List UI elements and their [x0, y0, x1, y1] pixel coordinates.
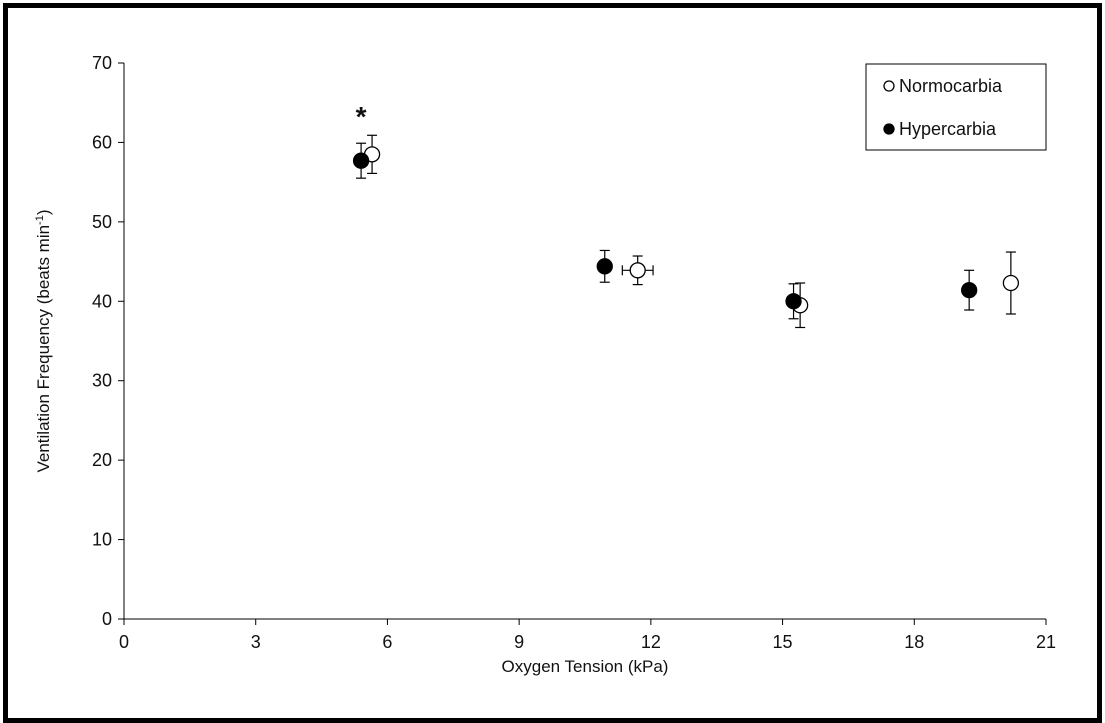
legend-entry-hypercarbia: Hypercarbia	[899, 119, 997, 139]
x-tick-label: 3	[251, 632, 261, 652]
data-point-filled	[962, 283, 977, 298]
y-tick-label: 20	[92, 450, 112, 470]
y-axis-label-superscript: -1	[34, 215, 46, 225]
y-tick-label: 50	[92, 212, 112, 232]
x-tick-label: 21	[1036, 632, 1056, 652]
legend-entry-normocarbia: Normocarbia	[899, 76, 1003, 96]
data-point-open	[630, 263, 645, 278]
series-hypercarbia	[354, 143, 977, 319]
y-tick-label: 60	[92, 132, 112, 152]
y-tick-label: 40	[92, 291, 112, 311]
y-tick-label: 0	[102, 609, 112, 629]
y-axis-label-main: Ventilation Frequency (beats min	[34, 225, 53, 473]
y-tick-label: 30	[92, 371, 112, 391]
y-tick-label: 70	[92, 53, 112, 73]
x-tick-label: 18	[904, 632, 924, 652]
series-normocarbia	[365, 135, 1019, 327]
x-tick-label: 6	[382, 632, 392, 652]
data-point-filled	[354, 153, 369, 168]
significance-asterisk: *	[356, 101, 367, 132]
annotations: *	[356, 101, 367, 132]
y-axis-label-end: )	[34, 209, 53, 215]
x-tick-label: 0	[119, 632, 129, 652]
data-point-filled	[597, 259, 612, 274]
data-series	[354, 135, 1019, 327]
data-point-filled	[786, 294, 801, 309]
legend: Normocarbia Hypercarbia	[866, 64, 1046, 150]
x-tick-label: 15	[773, 632, 793, 652]
y-axis-label: Ventilation Frequency (beats min-1)	[34, 209, 53, 472]
x-tick-label: 12	[641, 632, 661, 652]
x-axis-label: Oxygen Tension (kPa)	[502, 657, 669, 676]
data-point-open	[1003, 276, 1018, 291]
legend-filled-circle-icon	[884, 124, 894, 134]
y-tick-label: 10	[92, 530, 112, 550]
x-tick-label: 9	[514, 632, 524, 652]
legend-open-circle-icon	[884, 81, 894, 91]
